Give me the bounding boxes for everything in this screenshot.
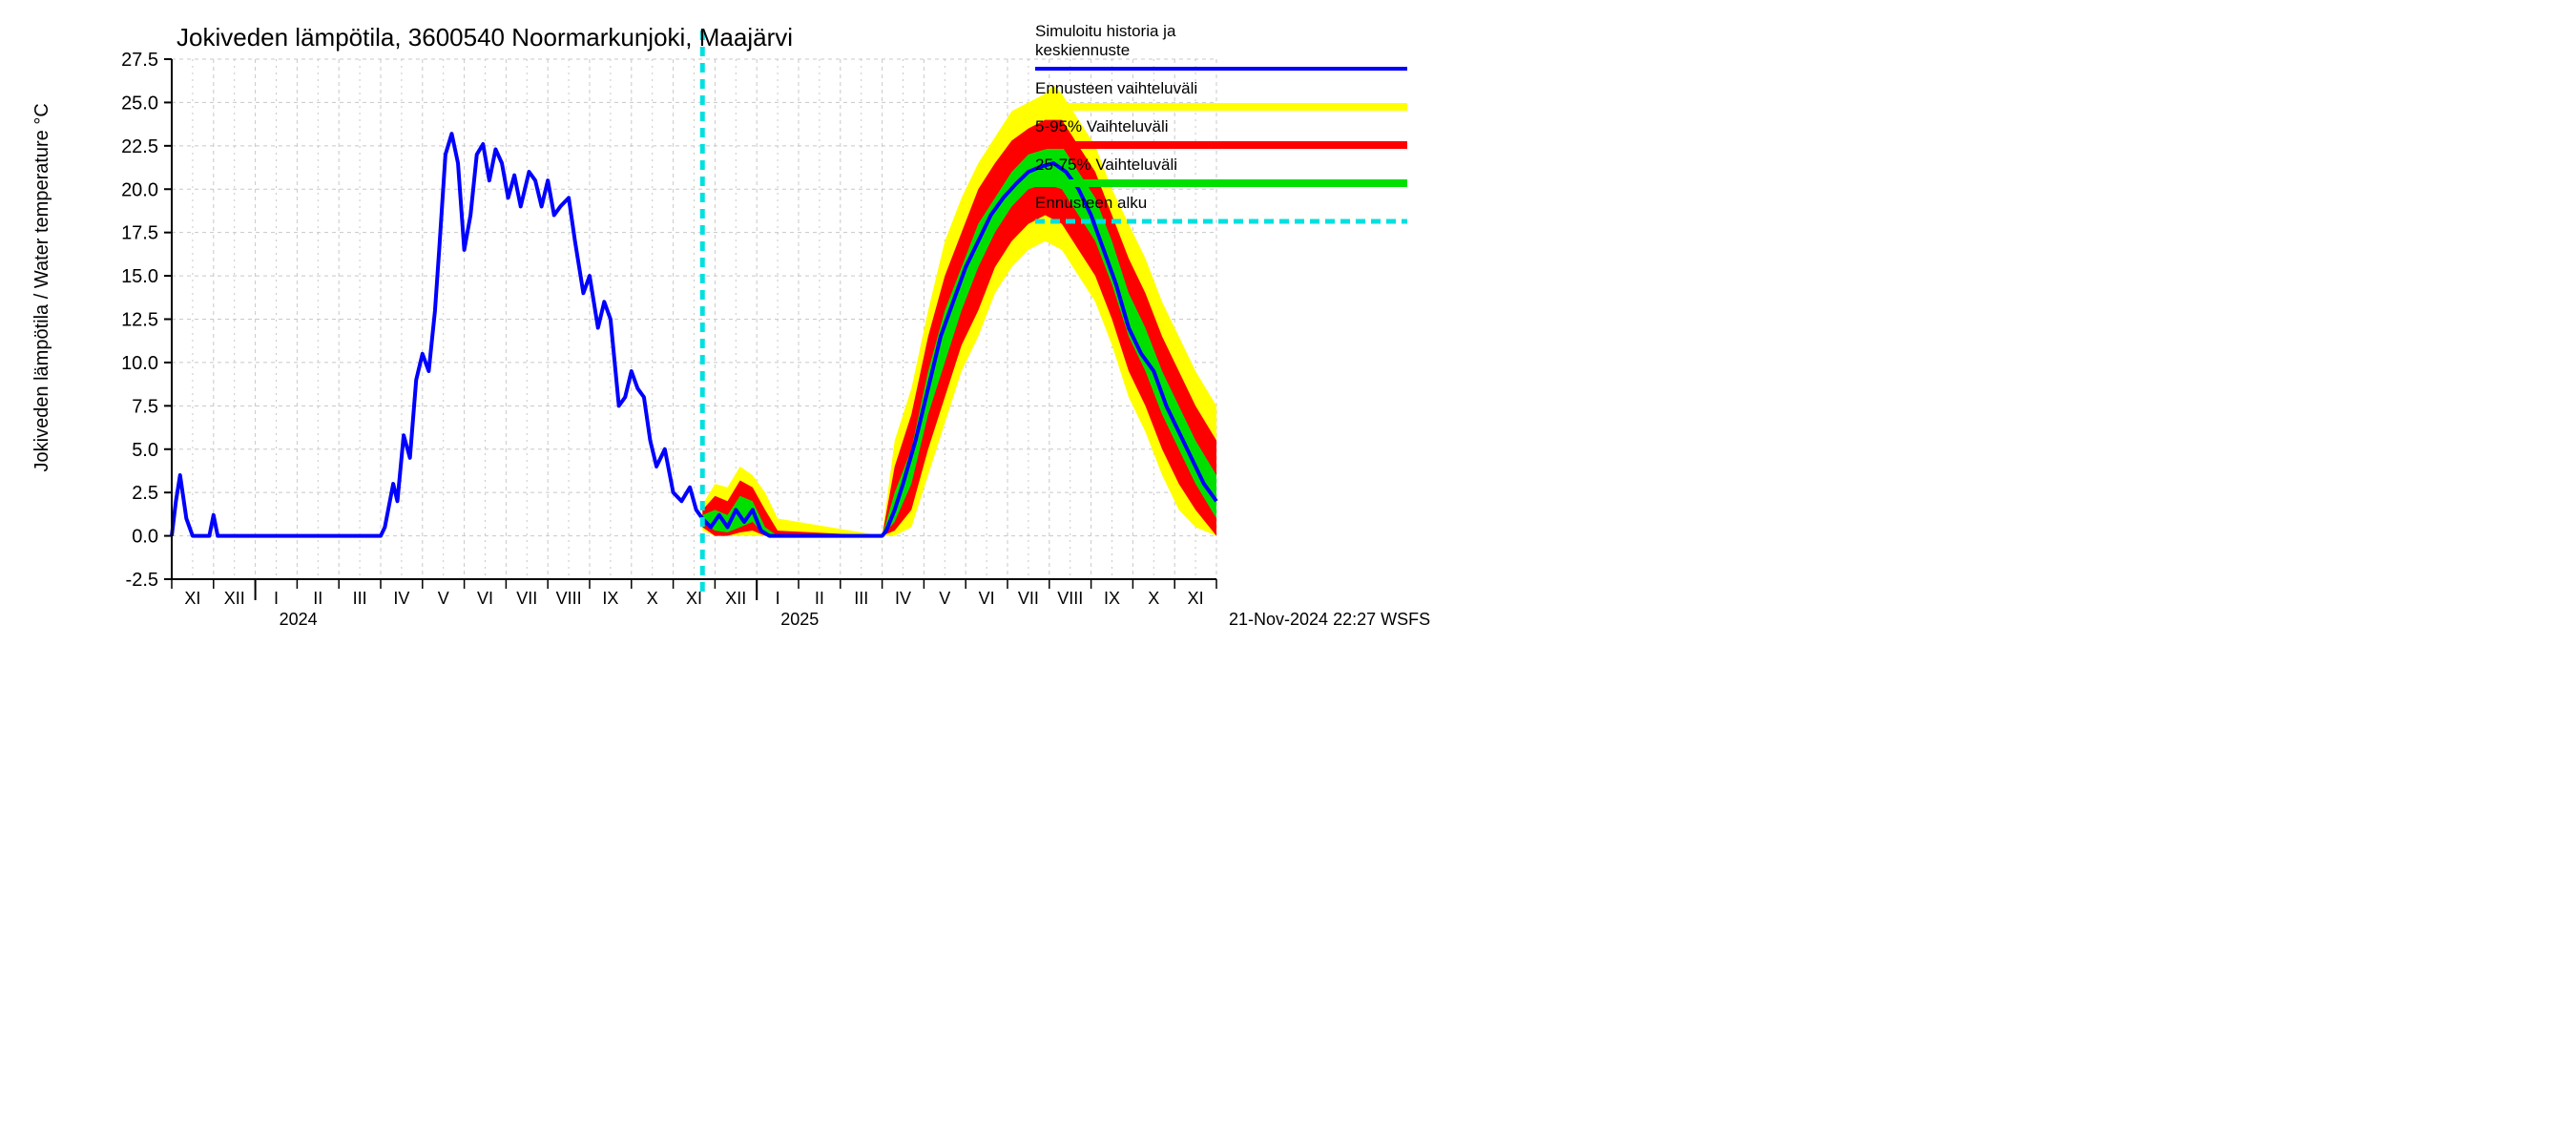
x-tick-label: VIII: [1057, 589, 1083, 608]
x-tick-label: X: [647, 589, 658, 608]
x-tick-label: III: [854, 589, 868, 608]
x-tick-label: VII: [1018, 589, 1039, 608]
svg-text:Simuloitu historia ja: Simuloitu historia ja: [1035, 22, 1176, 40]
y-tick-label: -2.5: [126, 570, 158, 591]
y-tick-label: 2.5: [132, 483, 158, 504]
x-tick-label: II: [815, 589, 824, 608]
x-tick-label: XI: [686, 589, 702, 608]
x-tick-label: XII: [725, 589, 746, 608]
svg-text:keskiennuste: keskiennuste: [1035, 41, 1130, 59]
x-tick-label: V: [438, 589, 449, 608]
footer-timestamp: 21-Nov-2024 22:27 WSFS-O: [1229, 610, 1431, 629]
y-tick-label: 20.0: [121, 179, 158, 200]
x-tick-label: IX: [602, 589, 618, 608]
year-label: 2025: [780, 610, 819, 629]
y-tick-label: 5.0: [132, 440, 158, 461]
x-tick-label: III: [353, 589, 367, 608]
svg-text:Ennusteen vaihteluväli: Ennusteen vaihteluväli: [1035, 79, 1197, 97]
svg-text:5-95% Vaihteluväli: 5-95% Vaihteluväli: [1035, 117, 1169, 135]
x-tick-label: IV: [393, 589, 409, 608]
water-temperature-chart: -2.5 0.0 2.5 5.0 7.5 10.0 12.5 15.0 17.5 20.0 22.5…: [0, 0, 1431, 636]
x-tick-label: XI: [1188, 589, 1204, 608]
x-tick-label: I: [274, 589, 279, 608]
x-tick-label: I: [776, 589, 780, 608]
y-tick-label: 27.5: [121, 50, 158, 71]
y-tick-label: 17.5: [121, 223, 158, 244]
chart-title: Jokiveden lämpötila, 3600540 Noormarkunj…: [177, 23, 793, 52]
y-tick-label: 25.0: [121, 93, 158, 114]
x-tick-label: VII: [516, 589, 537, 608]
x-tick-label: VIII: [556, 589, 582, 608]
x-tick-label: X: [1148, 589, 1159, 608]
x-tick-label: IX: [1104, 589, 1120, 608]
year-label: 2024: [280, 610, 318, 629]
x-tick-label: VI: [979, 589, 995, 608]
x-tick-label: XII: [224, 589, 245, 608]
x-tick-label: V: [939, 589, 950, 608]
x-tick-label: XI: [184, 589, 200, 608]
y-axis-title: Jokiveden lämpötila / Water temperature …: [31, 103, 52, 471]
y-tick-label: 15.0: [121, 266, 158, 287]
x-tick-label: VI: [477, 589, 493, 608]
svg-text:25-75% Vaihteluväli: 25-75% Vaihteluväli: [1035, 156, 1177, 174]
x-tick-label: II: [313, 589, 322, 608]
y-tick-label: 12.5: [121, 310, 158, 331]
y-tick-label: 22.5: [121, 136, 158, 157]
y-tick-label: 0.0: [132, 527, 158, 548]
svg-text:Ennusteen alku: Ennusteen alku: [1035, 194, 1147, 212]
x-tick-label: IV: [895, 589, 911, 608]
y-tick-label: 10.0: [121, 353, 158, 374]
y-tick-label: 7.5: [132, 396, 158, 417]
